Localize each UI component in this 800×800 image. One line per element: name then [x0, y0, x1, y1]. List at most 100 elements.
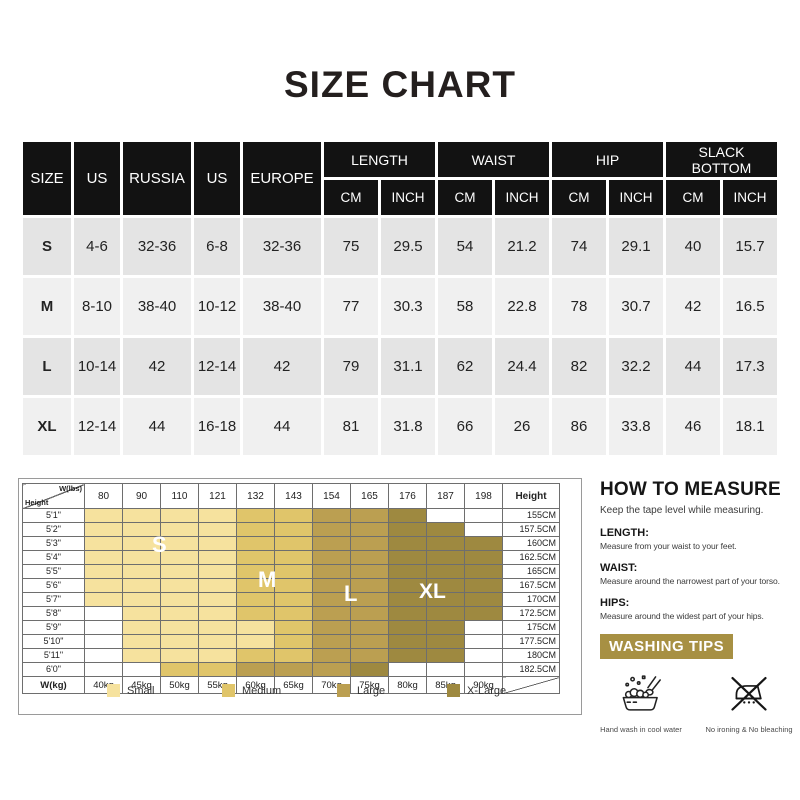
size-zone-cell-m — [274, 634, 313, 649]
fit-grid-row: 5'3" 160CM — [22, 536, 560, 551]
size-zone-cell-l — [312, 606, 351, 621]
empty-zone-cell — [84, 606, 123, 621]
size-zone-cell-l — [350, 536, 389, 551]
measure-text-hips: Measure around the widest part of your h… — [600, 611, 764, 621]
weight-lbs-header: 132 — [236, 483, 275, 509]
empty-zone-cell — [84, 634, 123, 649]
unit-header-cm: CM — [438, 180, 492, 215]
size-label-cell: S — [23, 218, 71, 275]
size-legend: Small Medium Large X-Large — [19, 684, 581, 706]
size-value-cell: 38-40 — [243, 278, 321, 335]
height-ft-label: 6'0" — [22, 662, 85, 677]
size-zone-cell-l — [350, 578, 389, 593]
empty-zone-cell — [84, 662, 123, 677]
fit-grid-row: 5'10" 177.5CM — [22, 634, 560, 649]
size-zone-cell-l — [350, 620, 389, 635]
legend-item: Large — [337, 684, 385, 697]
size-zone-cell-xl — [388, 550, 427, 565]
size-zone-cell-xl — [464, 550, 503, 565]
height-ft-label: 5'11" — [22, 648, 85, 663]
size-value-cell: 44 — [666, 338, 720, 395]
group-header-length: LENGTH — [324, 142, 435, 177]
unit-header-inch: INCH — [381, 180, 435, 215]
size-value-cell: 15.7 — [723, 218, 777, 275]
height-ft-label: 5'9" — [22, 620, 85, 635]
height-cm-label: 157.5CM — [502, 522, 560, 537]
legend-item: X-Large — [447, 684, 506, 697]
size-zone-cell-xl — [464, 578, 503, 593]
size-zone-cell-s — [122, 522, 161, 537]
height-ft-label: 5'10" — [22, 634, 85, 649]
weight-lbs-header: 121 — [198, 483, 237, 509]
empty-zone-cell — [426, 662, 465, 677]
size-value-cell: 33.8 — [609, 398, 663, 455]
size-zone-cell-s — [198, 564, 237, 579]
height-ft-label: 5'3" — [22, 536, 85, 551]
size-zone-cell-xl — [350, 662, 389, 677]
empty-zone-cell — [426, 508, 465, 523]
size-zone-cell-m — [274, 592, 313, 607]
size-value-cell: 81 — [324, 398, 378, 455]
legend-swatch — [107, 684, 120, 697]
size-value-cell: 12-14 — [74, 398, 120, 455]
size-zone-cell-s — [160, 648, 199, 663]
size-zone-cell-xl — [388, 522, 427, 537]
size-value-cell: 17.3 — [723, 338, 777, 395]
size-zone-cell-s — [84, 522, 123, 537]
empty-zone-cell — [388, 662, 427, 677]
size-zone-cell-xl — [426, 648, 465, 663]
hand-wash-label: Hand wash in cool water — [600, 725, 682, 734]
size-zone-cell-m — [160, 662, 199, 677]
no-iron-label: No ironing & No bleaching — [705, 725, 793, 734]
height-weight-fit-chart: W(lbs) Height 80 90 110 121 132 143 154 165 176 187… — [18, 478, 582, 715]
size-zone-cell-s — [160, 564, 199, 579]
size-zone-cell-xl — [464, 592, 503, 607]
size-value-cell: 30.7 — [609, 278, 663, 335]
how-to-measure-panel: HOW TO MEASURE Keep the tape level while… — [600, 479, 796, 734]
weight-lbs-header: 90 — [122, 483, 161, 509]
empty-zone-cell — [84, 620, 123, 635]
size-zone-cell-m — [236, 606, 275, 621]
size-value-cell: 29.1 — [609, 218, 663, 275]
height-column-header: Height — [502, 483, 560, 509]
size-zone-cell-s — [122, 634, 161, 649]
size-zone-cell-s — [84, 578, 123, 593]
zone-label-large: L — [344, 581, 358, 606]
size-zone-cell-s — [122, 536, 161, 551]
size-zone-cell-l — [236, 662, 275, 677]
size-zone-cell-l — [312, 550, 351, 565]
hand-wash-instruction: Hand wash in cool water — [600, 671, 682, 734]
fit-grid-row: 6'0" 182.5CM — [22, 662, 560, 677]
weight-kg-value: 50kg — [160, 676, 199, 694]
weight-kg-value: 80kg — [388, 676, 427, 694]
size-zone-cell-s — [198, 634, 237, 649]
size-value-cell: 8-10 — [74, 278, 120, 335]
how-to-measure-title: HOW TO MEASURE — [600, 479, 781, 500]
size-zone-cell-xl — [426, 564, 465, 579]
size-label-cell: XL — [23, 398, 71, 455]
size-zone-cell-xl — [388, 536, 427, 551]
size-table-row: L 10-14 42 12-14 42 79 31.1 62 24.4 82 32.2 44 17.3 — [23, 338, 777, 395]
fit-grid-row: 5'1" 155CM — [22, 508, 560, 523]
legend-label: Medium — [242, 684, 282, 697]
size-zone-cell-xl — [426, 522, 465, 537]
empty-zone-cell — [464, 522, 503, 537]
size-value-cell: 32-36 — [243, 218, 321, 275]
size-zone-cell-l — [312, 662, 351, 677]
size-zone-cell-xl — [464, 606, 503, 621]
unit-header-inch: INCH — [609, 180, 663, 215]
size-zone-cell-s — [160, 522, 199, 537]
weight-kg-row: W(kg) 40kg 45kg 50kg 55kg 60kg 65kg 70kg 75kg 80k… — [22, 676, 560, 694]
measure-label-hips: HIPS: — [600, 597, 630, 609]
empty-zone-cell — [464, 634, 503, 649]
size-value-cell: 82 — [552, 338, 606, 395]
size-zone-cell-s — [236, 634, 275, 649]
size-value-cell: 42 — [123, 338, 191, 395]
weight-lbs-header: 176 — [388, 483, 427, 509]
size-zone-cell-s — [122, 564, 161, 579]
group-header-hip: HIP — [552, 142, 663, 177]
size-zone-cell-m — [236, 536, 275, 551]
size-value-cell: 10-14 — [74, 338, 120, 395]
size-zone-cell-xl — [388, 578, 427, 593]
zone-label-small: S — [152, 532, 167, 557]
